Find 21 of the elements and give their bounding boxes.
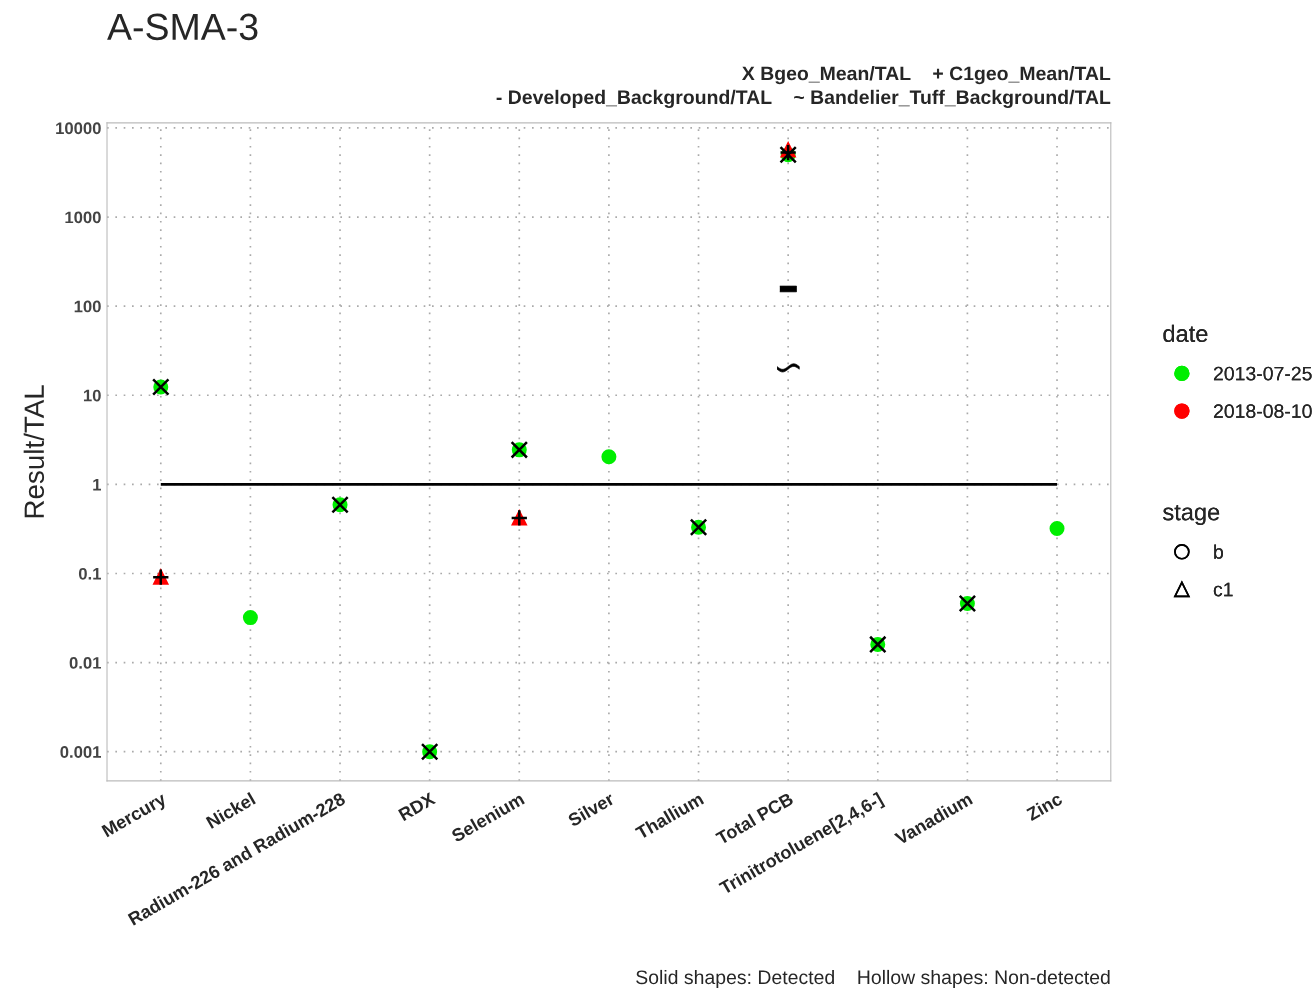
legend-label: c1 — [1213, 582, 1233, 597]
text: date — [1163, 324, 1208, 343]
y-axis-title: Result/TAL — [23, 385, 45, 518]
x-tick-label: Zinc — [1025, 791, 1064, 822]
y-tick-label: 0.1 — [78, 567, 101, 580]
legend-label: 2013-07-25 — [1213, 366, 1312, 381]
chart-title: A-SMA-3 — [107, 13, 258, 41]
text: X Bgeo_Mean/TAL + C1geo_Mean/TAL — [741, 66, 1111, 85]
x-tick-label: RDX — [398, 791, 437, 822]
text: - Developed_Background/TAL ~ Bandelier_Tuff_Background/TAL — [496, 89, 1111, 109]
y-tick-label: 1000 — [65, 211, 101, 224]
y-tick-label: 10000 — [56, 122, 101, 135]
text: Solid shapes: Detected Hollow shapes: Non-detected — [636, 969, 1110, 989]
y-tick-label: 1 — [93, 478, 101, 491]
legend-label: b — [1214, 544, 1223, 559]
y-tick-label: 100 — [74, 300, 101, 313]
y-tick-label: 10 — [83, 389, 101, 402]
y-tick-label: 0.001 — [60, 746, 101, 758]
legend-label: 2018-08-10 — [1213, 404, 1312, 419]
y-tick-label: 0.01 — [69, 656, 101, 669]
text: stage — [1163, 504, 1220, 526]
